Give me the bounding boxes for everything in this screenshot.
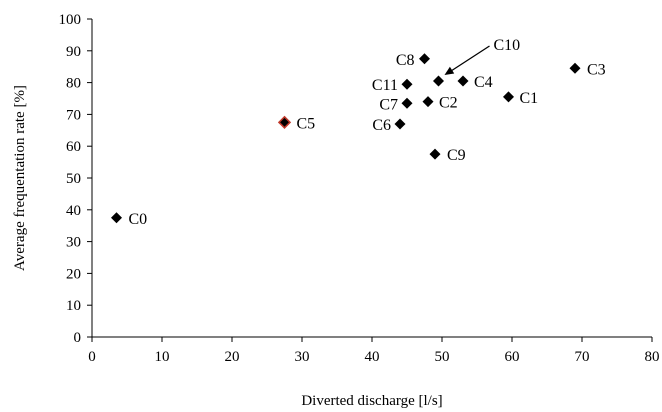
- y-tick-label: 0: [74, 330, 82, 346]
- point-c4: [457, 75, 469, 87]
- y-tick-label: 60: [66, 139, 81, 155]
- point-c3: [569, 62, 581, 74]
- c10-annotation-arrowhead: [444, 66, 455, 76]
- label-c3: C3: [587, 61, 606, 78]
- x-axis-title: Diverted discharge [l/s]: [301, 393, 442, 409]
- point-c0: [111, 212, 122, 224]
- label-c11: C11: [372, 77, 398, 94]
- point-c2: [422, 96, 434, 108]
- y-tick-label: 80: [66, 76, 81, 92]
- data-points: [111, 53, 581, 224]
- point-c8: [419, 53, 430, 65]
- label-c5: C5: [297, 115, 316, 132]
- point-c5: [277, 115, 292, 129]
- x-tick-label: 50: [435, 349, 450, 365]
- x-tick-label: 20: [225, 349, 240, 365]
- x-tick-label: 30: [295, 349, 310, 365]
- point-c6: [394, 118, 406, 130]
- label-c0: C0: [129, 211, 148, 228]
- x-tick-label: 10: [155, 349, 170, 365]
- axes: [91, 19, 652, 338]
- y-axis-title: Average frequentation rate [%]: [12, 85, 28, 271]
- point-c10: [433, 75, 444, 87]
- y-tick-label: 100: [59, 12, 82, 28]
- y-tick-label: 20: [66, 266, 81, 282]
- label-c1: C1: [520, 90, 539, 107]
- x-tick-label: 0: [88, 349, 96, 365]
- ticks: 0 10 20 30 40 50 60 70 80 0 10 20 30 40 50 60 70 80 90 100: [59, 12, 660, 365]
- y-tick-label: 40: [66, 203, 81, 219]
- label-c9: C9: [447, 147, 466, 164]
- y-tick-label: 30: [66, 235, 81, 251]
- x-tick-label: 70: [575, 349, 590, 365]
- label-c7: C7: [379, 96, 398, 113]
- label-c8: C8: [396, 52, 415, 69]
- c10-annotation-arrow: [449, 45, 490, 73]
- y-tick-label: 10: [66, 298, 81, 314]
- label-c4: C4: [474, 74, 493, 91]
- label-c2: C2: [439, 95, 458, 112]
- y-tick-label: 70: [66, 107, 81, 123]
- label-c6: C6: [372, 117, 391, 134]
- point-labels: C0 C1 C2 C3 C4 C5 C6 C7 C8 C9 C10 C11: [129, 37, 606, 228]
- y-tick-label: 50: [66, 171, 81, 187]
- point-c7: [401, 97, 413, 109]
- y-tick-label: 90: [66, 44, 81, 60]
- label-c10: C10: [494, 37, 521, 54]
- x-tick-label: 80: [645, 349, 660, 365]
- point-c9: [429, 148, 441, 160]
- x-tick-label: 40: [365, 349, 380, 365]
- point-c11: [401, 78, 413, 90]
- x-tick-label: 60: [505, 349, 520, 365]
- point-c1: [503, 91, 514, 103]
